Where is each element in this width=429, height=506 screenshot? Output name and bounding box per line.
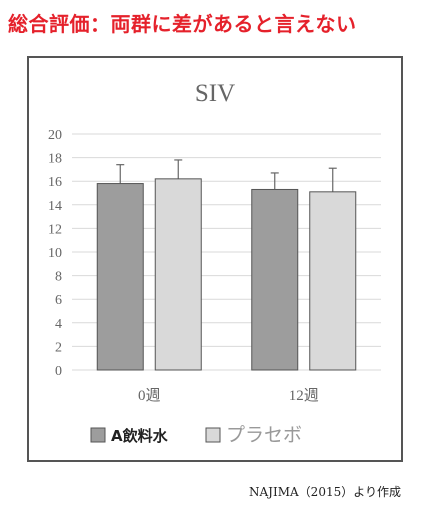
x-tick-label: 0週 (138, 387, 161, 404)
bar-placebo-1 (309, 191, 357, 371)
legend: A飲料水 プラセボ (90, 424, 302, 446)
citation: NAJIMA（2015）より作成 (249, 485, 401, 499)
legend-label-placebo: プラセボ (226, 424, 302, 446)
bar-a-0 (96, 183, 144, 371)
legend-label-a: A飲料水 (111, 427, 169, 445)
y-tick-label: 4 (55, 317, 62, 332)
legend-swatch-placebo (205, 427, 221, 443)
y-tick-label: 16 (48, 175, 62, 190)
y-tick-label: 18 (48, 152, 62, 167)
x-tick-label: 12週 (289, 387, 319, 404)
bar-placebo-0 (154, 178, 202, 371)
y-tick-label: 8 (55, 270, 62, 285)
y-tick-label: 20 (48, 128, 62, 143)
headline: 総合評価：両群に差があると言えない (8, 12, 357, 36)
chart-title: SIV (195, 80, 235, 107)
y-tick-label: 0 (55, 364, 62, 379)
legend-swatch-a (90, 427, 106, 443)
y-tick-label: 12 (48, 222, 62, 237)
y-tick-label: 14 (48, 199, 62, 214)
y-tick-label: 10 (48, 246, 62, 261)
error-bars (116, 159, 337, 217)
y-axis-tick-labels: 0 2 4 6 8 10 12 14 16 18 20 (48, 128, 62, 379)
x-axis-tick-labels: 0週 12週 (138, 387, 319, 404)
bars (96, 178, 357, 371)
bar-a-1 (251, 188, 299, 371)
y-tick-label: 2 (55, 340, 62, 355)
y-tick-label: 6 (55, 293, 62, 308)
